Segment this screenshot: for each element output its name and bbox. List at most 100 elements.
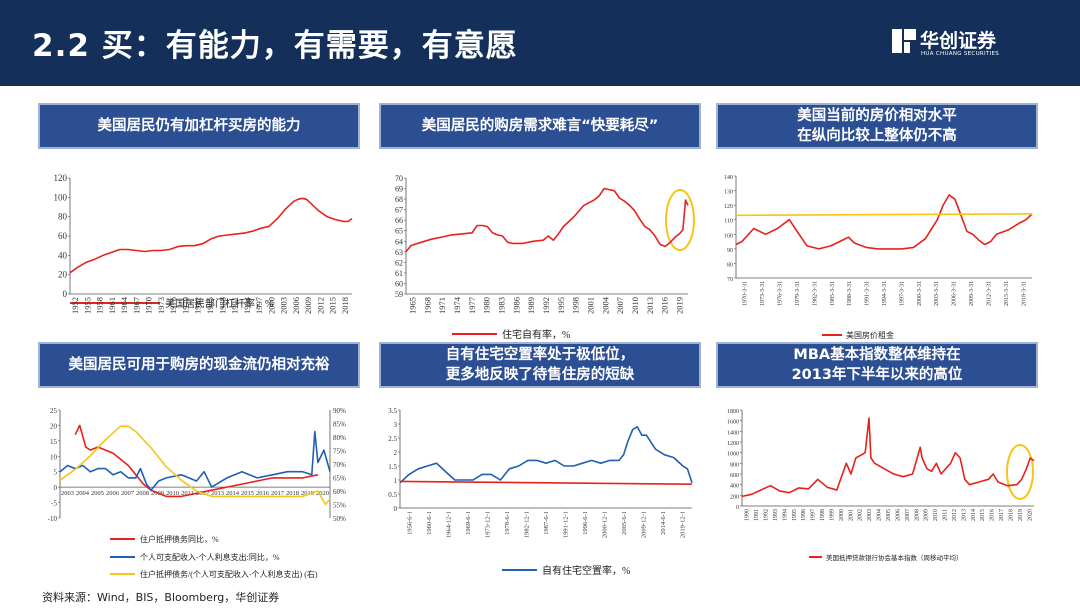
y-tick-label: 110 [724,219,733,225]
x-tick-label: 1968 [422,297,432,314]
x-tick-label: 2008 [136,490,149,497]
x-tick-label: 2017 [271,490,285,497]
x-tick-label: 1970-3-31 [743,281,749,306]
x-tick-label: 1976-3-31 [778,281,784,306]
y-tick-label: 68 [395,195,403,204]
x-tick-label: 1983 [496,297,506,314]
y-tick-label: -10 [48,515,58,523]
x-tick-label: 2011 [943,509,949,521]
x-tick-label: 2011 [181,490,194,497]
panel-title-6: MBA基本指数整体维持在 2013年下半年以来的高位 [716,342,1038,388]
x-tick-label: 1994 [242,296,252,314]
y-tick-label: 66 [395,216,403,225]
panel-title-4: 美国居民可用于购房的现金流仍相对充裕 [38,342,360,388]
y-tick-label: 67 [395,206,403,215]
x-tick-label: 1978-6-1 [504,511,511,535]
y-tick-label: 15 [50,438,58,446]
y-tick-label: 120 [54,173,68,183]
y-tick-label: 69 [395,185,403,194]
y-right-tick-label: 50% [333,515,346,523]
y-tick-label: 200 [730,494,739,500]
x-tick-label: 2005 [886,509,892,521]
y-tick-label: 2.5 [388,435,397,443]
chart-household-cashflow: 住户抵押债务同比，% 个人可支配收入-个人利息支出:同比，% 住户抵押债务/(个… [48,407,346,579]
x-tick-label: 2015 [980,509,986,521]
x-tick-label: 1994 [782,509,788,521]
series-line-0 [405,187,689,253]
x-tick-label: 2006 [291,297,301,314]
series-line-0 [735,194,1033,250]
panel-title-5: 自有住宅空置率处于极低位， 更多地反映了待售住房的短缺 [379,342,701,388]
y-right-tick-label: 55% [333,502,346,510]
x-tick-label: 1980 [482,297,492,314]
x-tick-label: 1986 [511,297,521,314]
y-tick-label: 0 [736,505,739,511]
highlight-circle [1006,444,1034,500]
x-tick-label: 2006-3-31 [952,281,958,306]
x-tick-label: 1998 [571,297,581,314]
y-tick-label: 1600 [727,420,739,426]
x-tick-label: 2018 [1008,509,1014,521]
legend-label-income-yoy: 个人可支配收入-个人利息支出:同比，% [140,552,280,562]
x-tick-label: 2000 [266,297,276,314]
x-tick-label: 2009 [303,297,313,314]
x-tick-label: 2018-3-31 [1021,281,1027,306]
logo-mark-icon [892,29,916,53]
y-tick-label: 600 [730,473,739,479]
y-right-tick-label: 60% [333,488,346,496]
x-tick-label: 2004 [600,296,610,314]
x-tick-label: 1996 [801,509,807,521]
y-tick-label: 100 [724,233,733,239]
panel-title-1-text: 美国居民仍有加杠杆买房的能力 [97,118,301,134]
y-tick-label: 3.5 [388,407,397,415]
x-tick-label: 2013 [961,509,967,521]
y-tick-label: 10 [50,453,58,461]
y-tick-label: 60 [395,279,403,288]
y-tick-label: 80 [727,262,733,268]
x-tick-label: 2005-6-1 [621,511,628,535]
x-tick-label: 1973-12-1 [485,511,492,538]
x-tick-label: 1982-12-1 [524,511,531,538]
x-tick-label: 2014 [226,490,240,497]
x-tick-label: 2018 [286,490,299,497]
x-tick-label: 1987-6-1 [543,511,550,535]
x-tick-label: 2001 [586,297,596,314]
legend-label-mba: 美国抵押贷款银行协会基本指数（周移动平均） [826,553,963,562]
y-tick-label: 3 [394,421,398,429]
x-tick-label: 1961 [107,297,117,314]
panel-title-3-line2: 在纵向比较上整体仍不高 [797,128,957,144]
panel-title-2: 美国居民的购房需求难言“快要耗尽” [379,103,701,149]
x-tick-label: 2003 [61,490,74,497]
y-tick-label: 1 [394,477,398,485]
x-tick-label: 1991-3-31 [865,281,871,306]
source-note: 资料来源：Wind，BIS，Bloomberg，华创证券 [42,591,280,604]
x-tick-label: 1999 [829,509,835,521]
x-tick-label: 2001 [848,509,854,521]
x-tick-label: 1997 [254,297,264,314]
x-tick-label: 1982-3-31 [812,281,818,306]
x-tick-label: 2015 [328,297,338,314]
slide-title: 2.2 买：有能力，有需要，有意愿 [32,28,518,64]
x-tick-label: 1974 [452,296,462,314]
x-tick-label: 1991 [230,297,240,314]
x-tick-label: 1985 [205,297,215,314]
y-tick-label: 20 [58,270,68,280]
y-tick-label: 1200 [727,441,739,447]
series-line-0 [69,197,353,274]
legend-label-mortgage-yoy: 住户抵押债务同比，% [140,534,219,544]
y-right-tick-label: 90% [333,407,346,415]
x-tick-label: 2019 [675,297,685,314]
x-tick-label: 1964 [119,296,129,314]
x-tick-label: 2007 [905,509,911,521]
x-tick-label: 1955 [82,297,92,314]
x-tick-label: 1973-3-31 [760,281,766,306]
x-tick-label: 1997 [811,509,817,521]
x-tick-label: 2020 [1027,509,1033,521]
x-tick-label: 2005 [91,490,104,497]
y-right-tick-label: 85% [333,421,346,429]
series-line-0 [399,425,693,484]
y-tick-label: 130 [724,190,733,196]
y-tick-label: 25 [50,407,58,415]
y-tick-label: 40 [58,250,68,260]
